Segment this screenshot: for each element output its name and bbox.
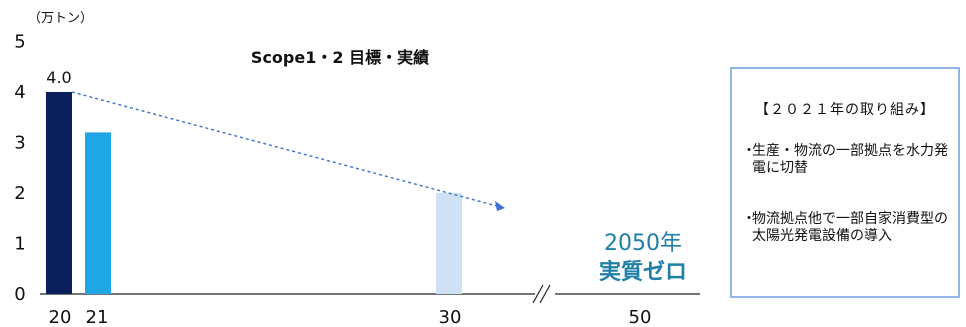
chart-trend	[71, 91, 505, 211]
x-tick-label: 50	[629, 307, 652, 327]
x-tick-label: 30	[439, 307, 462, 327]
info-box: 【２０２１年の取り組み】 ・ 生産・物流の一部拠点を水力発電に切替 ・ 物流拠点…	[730, 67, 960, 298]
trend-arrow-line	[71, 91, 498, 207]
info-box-heading: 【２０２１年の取り組み】	[755, 102, 935, 118]
info-item: ・ 物流拠点他で一部自家消費型の太陽光発電設備の導入	[742, 211, 950, 245]
y-tick-label: 2	[14, 183, 25, 204]
y-tick-label: 1	[14, 234, 25, 255]
x-tick-label: 21	[86, 307, 109, 327]
y-tick-label: 0	[14, 284, 25, 305]
y-axis-unit-label: （万トン）	[28, 11, 93, 26]
chart-bars	[46, 92, 462, 294]
data-label: 4.0	[46, 68, 71, 87]
info-item-text: 生産・物流の一部拠点を水力発電に切替	[752, 143, 948, 176]
bar	[46, 92, 72, 294]
bar	[436, 193, 462, 294]
bullet: ・	[742, 211, 756, 227]
goal-label: 実質ゼロ	[599, 259, 687, 285]
goal-label: 2050年	[604, 231, 682, 256]
y-tick-label: 4	[14, 82, 25, 103]
trend-arrow-head	[495, 201, 505, 211]
x-tick-label: 20	[49, 307, 72, 327]
chart-title: Scope1・2 目標・実績	[251, 48, 429, 67]
y-tick-label: 5	[14, 32, 25, 53]
axis-break-mark	[539, 284, 551, 304]
bullet: ・	[742, 143, 756, 159]
y-tick-label: 3	[14, 133, 25, 154]
chart-text: 0 1 2 3 4 5（万トン） Scope1・2 目標・実績 20 4.0 21 30 50 2050…	[14, 11, 687, 327]
chart-axes	[40, 284, 700, 304]
bar	[85, 132, 111, 294]
axis-break-mark	[532, 284, 544, 304]
info-item-text: 物流拠点他で一部自家消費型の太陽光発電設備の導入	[752, 211, 948, 244]
info-item: ・ 生産・物流の一部拠点を水力発電に切替	[742, 143, 950, 177]
